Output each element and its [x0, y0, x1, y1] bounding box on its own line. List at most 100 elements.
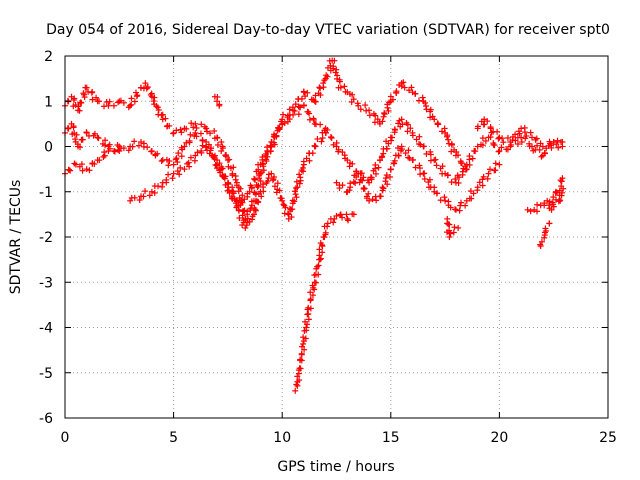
data-point [484, 175, 491, 182]
data-point [341, 152, 348, 159]
data-point [211, 127, 218, 134]
data-point [372, 161, 379, 168]
data-point [420, 143, 427, 150]
data-point [65, 125, 72, 132]
data-point [203, 125, 210, 132]
data-point [128, 95, 135, 102]
data-point [337, 211, 344, 218]
data-point [264, 178, 271, 185]
data-point [248, 184, 255, 191]
data-point [302, 93, 309, 100]
data-point [369, 196, 376, 203]
data-point [451, 224, 458, 231]
data-point [100, 153, 107, 160]
y-tick-label: -5 [39, 366, 53, 382]
data-point [559, 143, 566, 150]
data-point [494, 128, 501, 135]
data-point [96, 98, 103, 105]
data-point [310, 116, 317, 123]
data-point [398, 146, 405, 153]
data-point [301, 346, 308, 353]
data-point [398, 116, 405, 123]
data-point [383, 145, 390, 152]
data-point [534, 208, 541, 215]
data-point [150, 98, 157, 105]
data-point [80, 90, 87, 97]
data-point [106, 145, 113, 152]
data-point [269, 177, 276, 184]
data-point [242, 224, 249, 231]
data-point [401, 84, 408, 91]
data-point [444, 172, 451, 179]
data-point [427, 106, 434, 113]
data-point [271, 183, 278, 190]
data-point [193, 133, 200, 140]
data-point [446, 227, 453, 234]
data-point [67, 167, 74, 174]
x-tick-label: 20 [490, 430, 508, 446]
data-point [331, 57, 338, 64]
data-point [339, 214, 346, 221]
data-point [487, 166, 494, 173]
data-point [83, 166, 90, 173]
data-point [72, 161, 79, 168]
data-point [257, 178, 264, 185]
data-point [207, 130, 214, 137]
data-point [484, 118, 491, 125]
data-point [441, 194, 448, 201]
data-point [241, 196, 248, 203]
data-point [365, 190, 372, 197]
data-point [106, 98, 113, 105]
data-point [72, 136, 79, 143]
data-point [181, 166, 188, 173]
data-point [359, 177, 366, 184]
data-point [89, 96, 96, 103]
data-point [508, 141, 515, 148]
data-point [232, 176, 239, 183]
data-point [294, 184, 301, 191]
data-point [407, 125, 414, 132]
data-point [558, 192, 565, 199]
data-point [162, 115, 169, 122]
data-point [426, 176, 433, 183]
data-point [288, 214, 295, 221]
data-point [433, 162, 440, 169]
data-point [259, 156, 266, 163]
data-point [372, 112, 379, 119]
data-point [421, 170, 428, 177]
data-point [323, 72, 330, 79]
data-point [185, 159, 192, 166]
data-point [521, 129, 528, 136]
grid-lines [65, 56, 608, 418]
data-point [516, 130, 523, 137]
chart-title: Day 054 of 2016, Sidereal Day-to-day VTE… [46, 22, 610, 38]
y-tick-label: 0 [44, 140, 53, 156]
data-point [387, 173, 394, 180]
data-point [303, 324, 310, 331]
data-point [192, 152, 199, 159]
data-point [304, 89, 311, 96]
data-point [120, 99, 127, 106]
data-point [297, 365, 304, 372]
data-point [111, 148, 118, 155]
data-point [174, 159, 181, 166]
data-point [330, 219, 337, 226]
data-point [504, 134, 511, 141]
data-point [496, 161, 503, 168]
data-point [214, 98, 221, 105]
data-point [352, 180, 359, 187]
data-point [305, 109, 312, 116]
data-point [405, 154, 412, 161]
data-point [379, 118, 386, 125]
data-point [349, 91, 356, 98]
data-point [557, 197, 564, 204]
data-point [372, 170, 379, 177]
y-tick-label: -6 [39, 411, 53, 427]
data-point [77, 99, 84, 106]
data-point [297, 356, 304, 363]
data-point [220, 173, 227, 180]
data-point [236, 207, 243, 214]
data-point [524, 206, 531, 213]
data-point [153, 103, 160, 110]
data-point [357, 106, 364, 113]
